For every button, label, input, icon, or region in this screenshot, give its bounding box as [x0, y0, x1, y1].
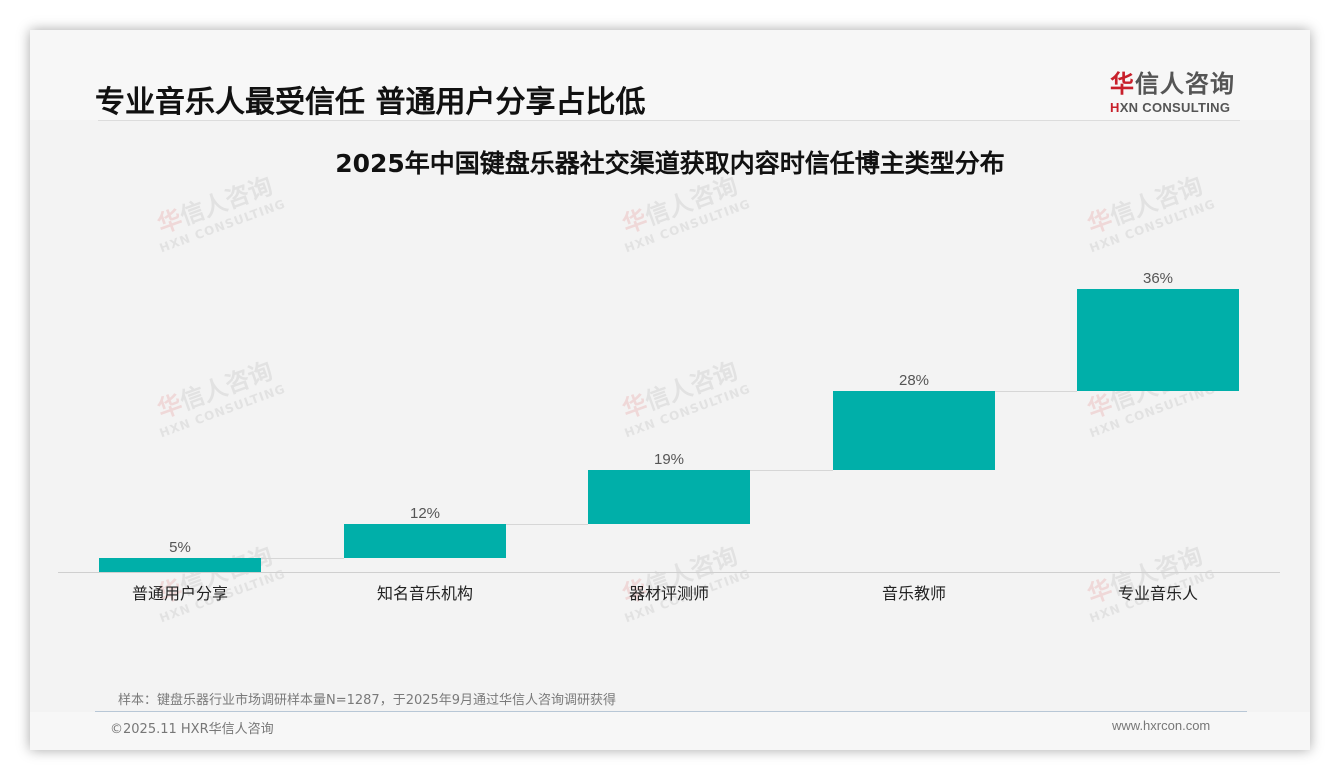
bar-1 — [99, 557, 261, 572]
header-band — [30, 30, 1310, 120]
category-label: 专业音乐人 — [1117, 584, 1198, 603]
bar-value-label: 28% — [898, 371, 930, 389]
logo-chinese: 华信人咨询 — [1110, 64, 1250, 99]
waterfall-connector — [261, 557, 344, 559]
waterfall-connector — [750, 470, 833, 472]
waterfall-connector — [506, 523, 588, 525]
logo-cn-rest: 信人咨询 — [1135, 70, 1235, 98]
category-label: 音乐教师 — [881, 584, 946, 603]
bar-value-label: 19% — [653, 451, 685, 469]
footer-divider — [95, 711, 1247, 712]
logo-en-red: H — [1110, 100, 1120, 115]
category-label: 普通用户分享 — [131, 584, 228, 603]
bar-value-label: 5% — [169, 538, 191, 556]
logo-english: HXN CONSULTING — [1110, 100, 1250, 115]
footer-band — [30, 712, 1310, 750]
logo-cn-red: 华 — [1110, 70, 1135, 98]
category-label: 知名音乐机构 — [376, 584, 473, 603]
copyright-text: ©2025.11 HXR华信人咨询 — [110, 722, 274, 737]
title-divider — [98, 120, 1240, 121]
bar-value-label: 36% — [1142, 270, 1174, 287]
bar-3 — [588, 470, 750, 524]
x-axis-line — [58, 572, 1280, 573]
category-label: 器材评测师 — [628, 584, 709, 603]
company-logo: 华信人咨询 HXN CONSULTING — [1110, 64, 1250, 115]
website-link[interactable]: www.hxrcon.com — [1112, 718, 1211, 733]
bar-5 — [1077, 289, 1239, 391]
sample-footnote: 样本：键盘乐器行业市场调研样本量N=1287，于2025年9月通过华信人咨询调研… — [118, 693, 617, 708]
bar-value-label: 12% — [409, 504, 441, 522]
page-title: 专业音乐人最受信任 普通用户分享占比低 — [95, 85, 646, 120]
bar-2 — [344, 523, 506, 558]
waterfall-connector — [995, 390, 1077, 392]
bar-4 — [833, 390, 995, 471]
chart-title: 2025年中国键盘乐器社交渠道获取内容时信任博主类型分布 — [335, 149, 1005, 178]
logo-en-rest: XN CONSULTING — [1119, 100, 1231, 115]
